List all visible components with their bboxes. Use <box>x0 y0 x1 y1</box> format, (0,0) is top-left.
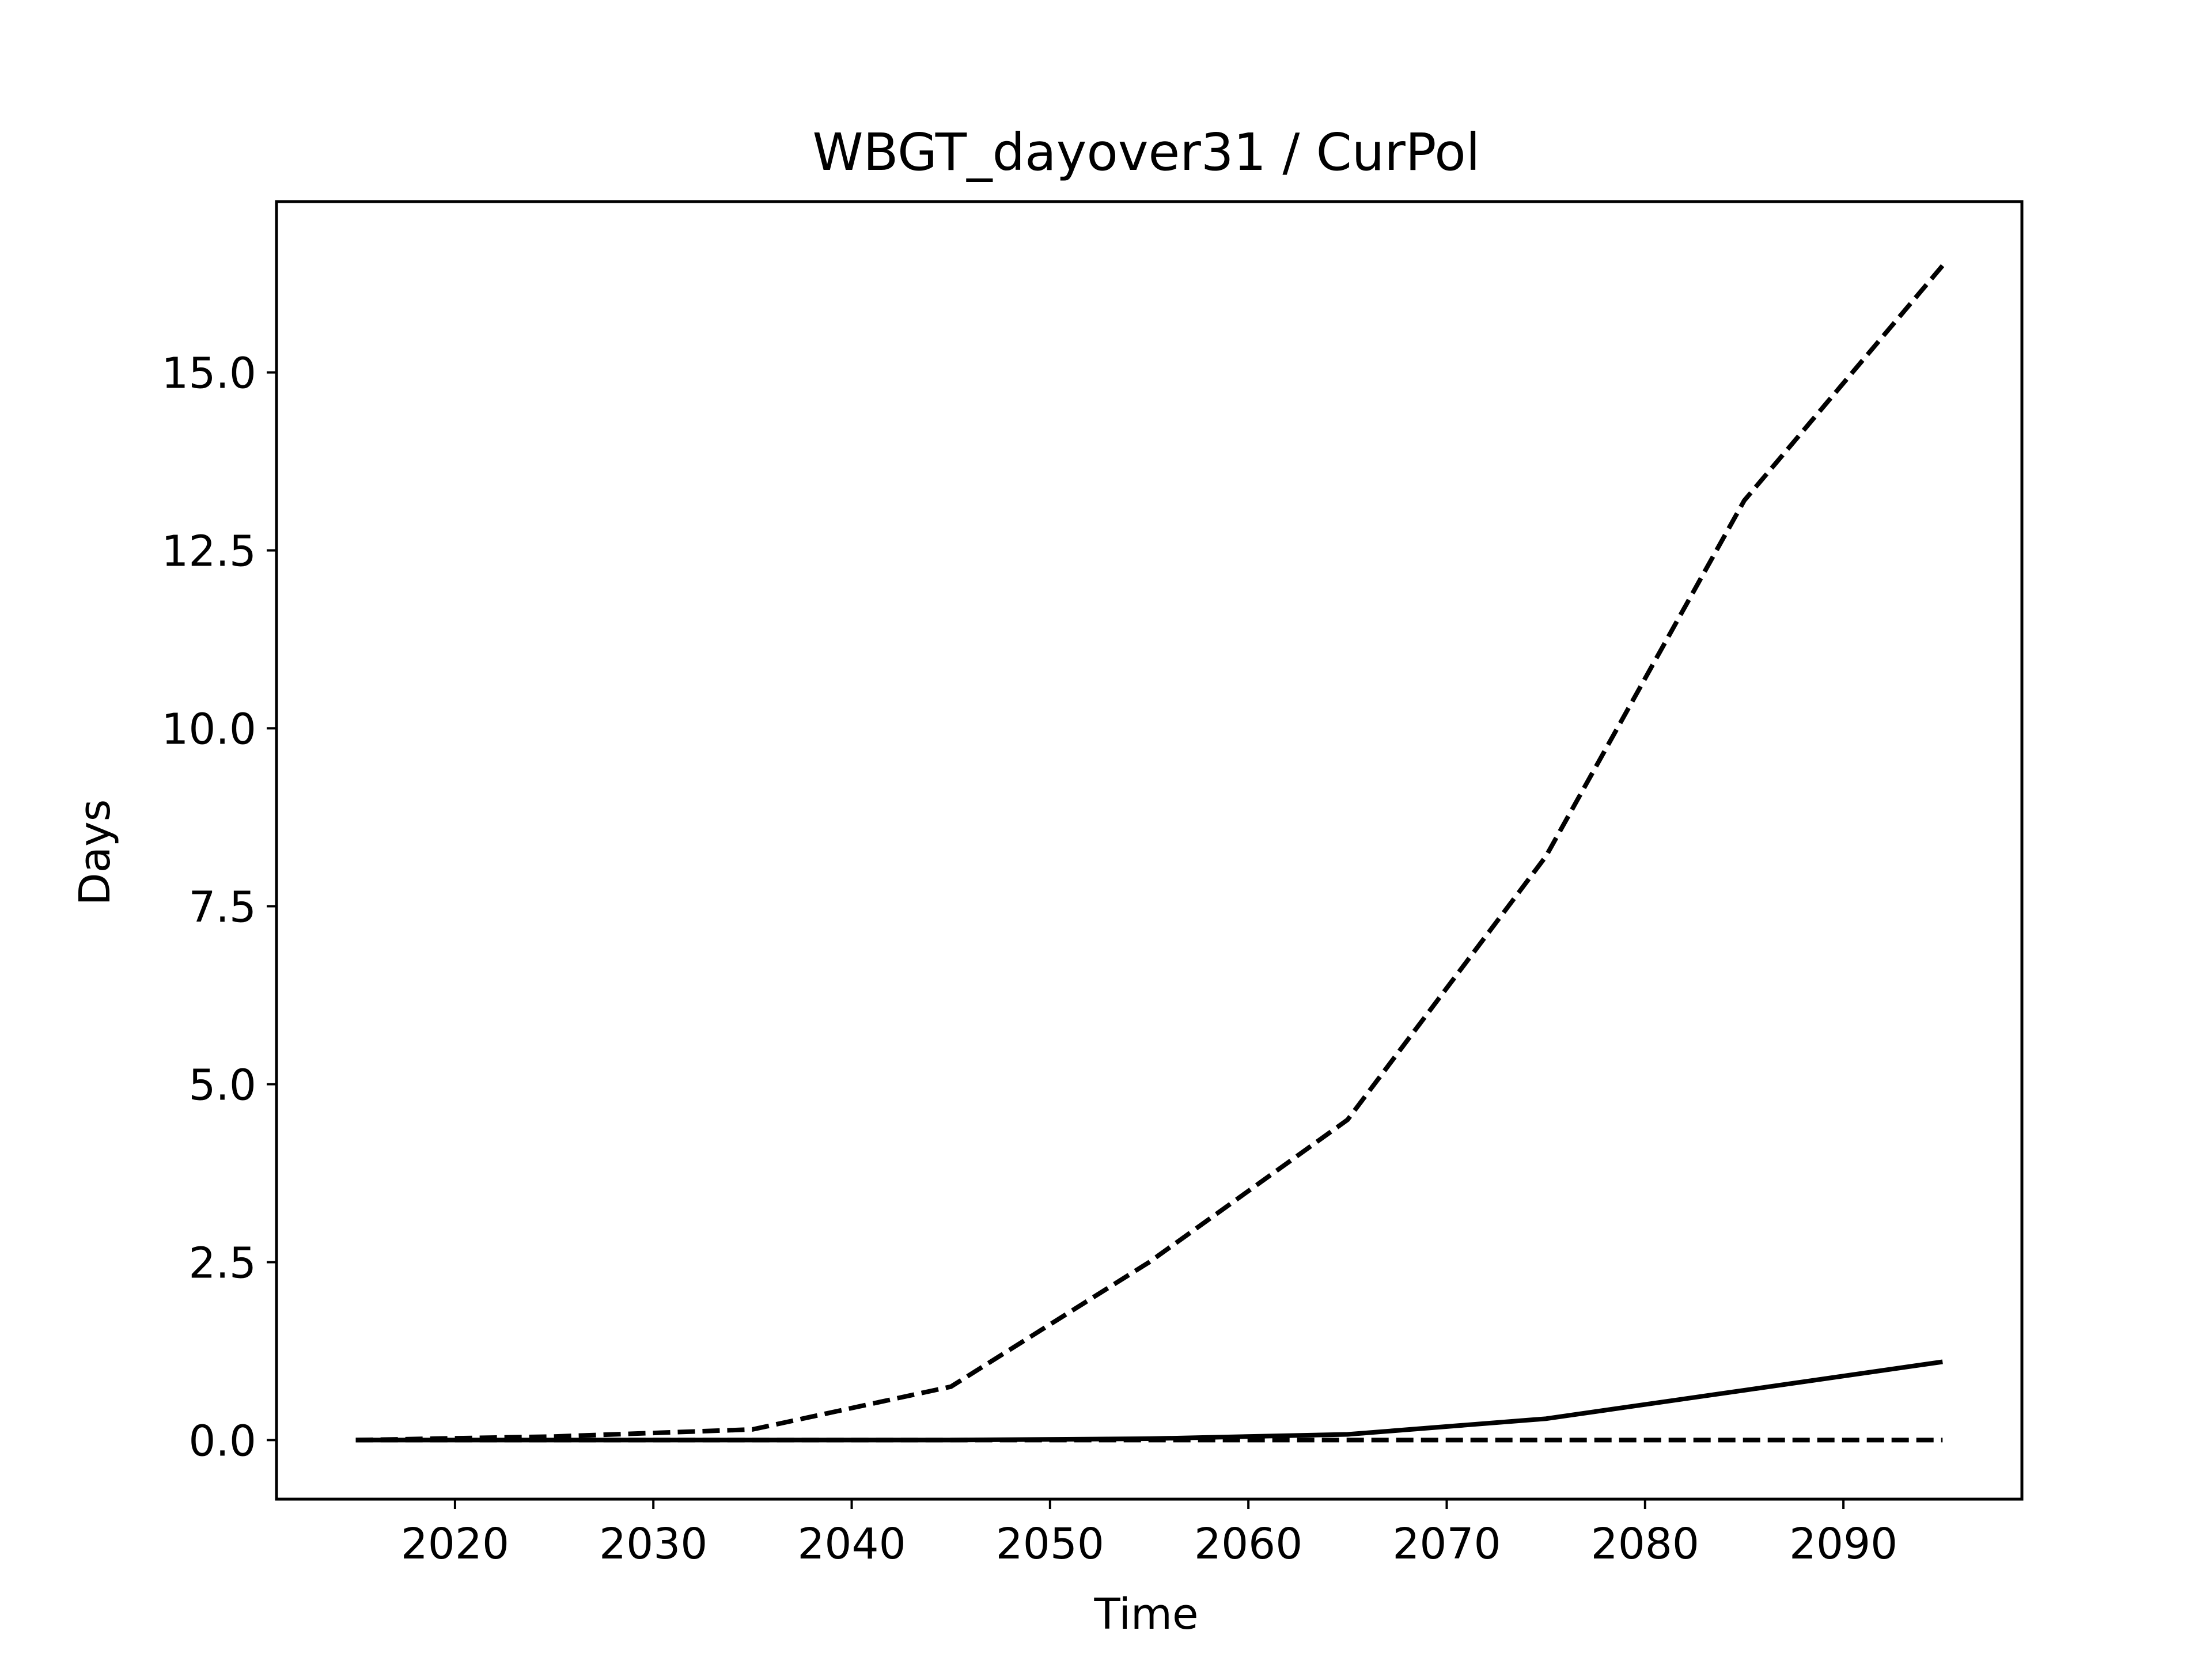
x-tick-label: 2050 <box>996 1519 1104 1569</box>
chart-title: WBGT_dayover31 / CurPol <box>813 122 1480 182</box>
series-layer <box>355 264 1945 1443</box>
x-tick-label: 2090 <box>1789 1519 1897 1569</box>
x-tick-label: 2040 <box>797 1519 906 1569</box>
y-axis-title: Days <box>70 799 120 906</box>
y-tick-label: 0.0 <box>188 1416 256 1466</box>
y-tick-label: 2.5 <box>188 1238 256 1288</box>
x-tick-label: 2020 <box>401 1519 509 1569</box>
series-line-1 <box>355 264 1945 1443</box>
x-axis-title: Time <box>1093 1590 1198 1639</box>
y-tick-label: 12.5 <box>161 527 256 577</box>
plot-area-frame <box>275 200 2024 1501</box>
x-tick-label: 2060 <box>1194 1519 1302 1569</box>
series-line-2 <box>355 1359 1943 1443</box>
y-tick-label: 5.0 <box>188 1060 256 1110</box>
y-tick-label: 10.0 <box>161 705 256 754</box>
x-tick-label: 2070 <box>1392 1519 1501 1569</box>
y-tick-label: 7.5 <box>188 883 256 932</box>
x-tick-label: 2030 <box>599 1519 707 1569</box>
y-axis-ticks: 0.0 2.5 5.0 7.5 10.0 12.5 15.0 <box>161 349 276 1466</box>
x-axis-ticks: 2020 2030 2040 2050 2060 2070 2080 2090 <box>401 1499 1897 1569</box>
y-tick-label: 15.0 <box>161 349 256 399</box>
x-tick-label: 2080 <box>1591 1519 1699 1569</box>
